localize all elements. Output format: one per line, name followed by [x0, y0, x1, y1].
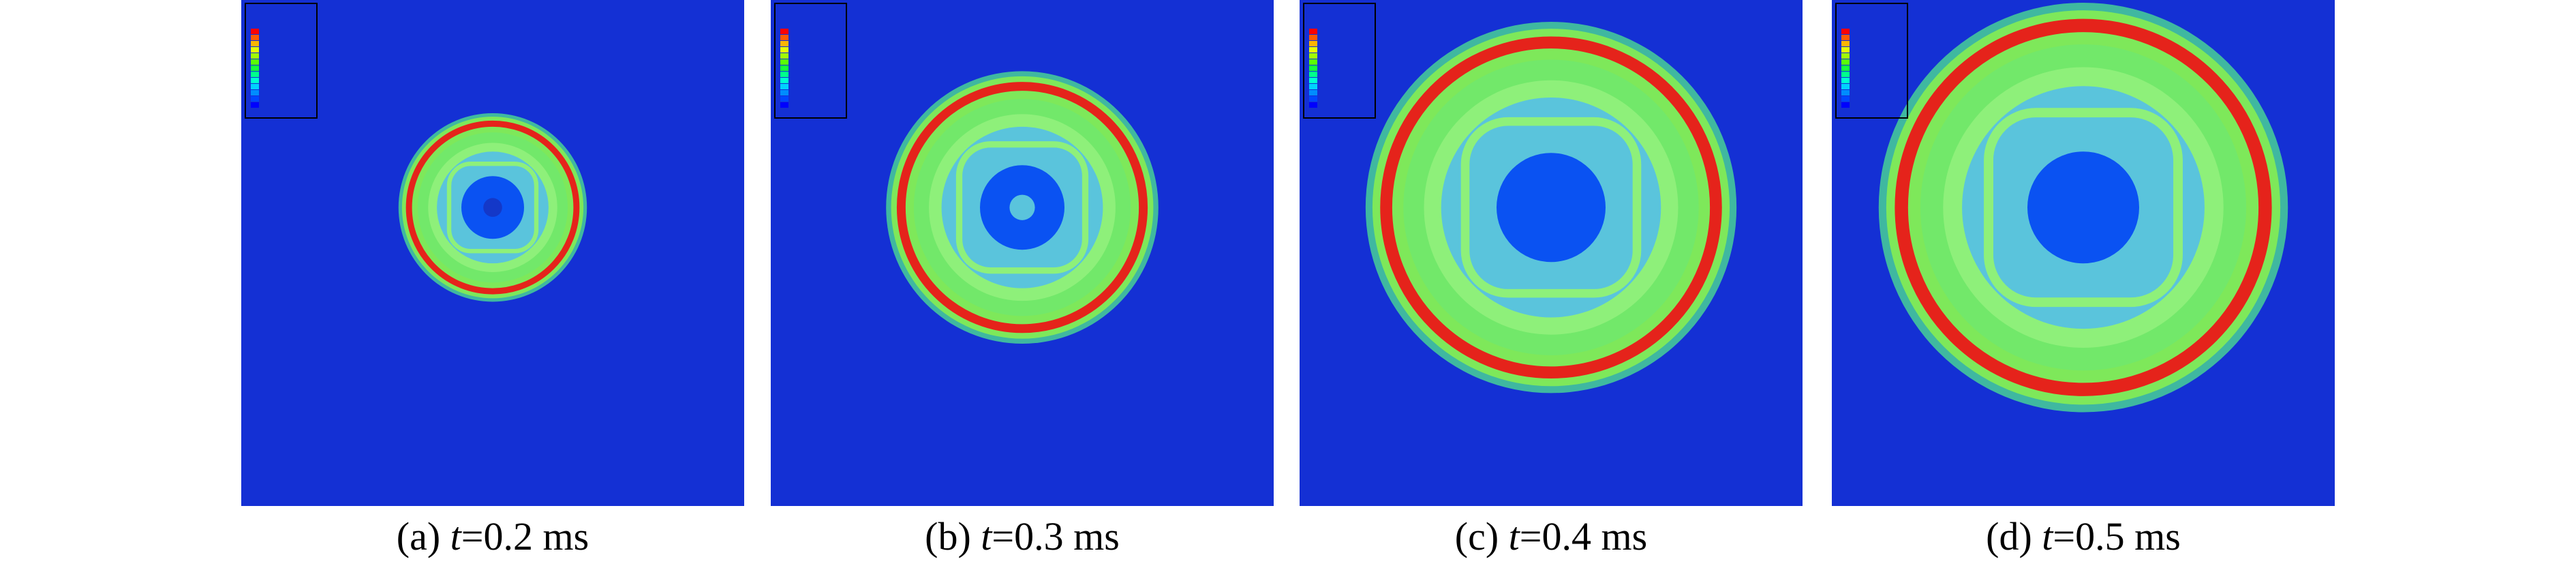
red-ring: [405, 120, 580, 295]
panel: [241, 0, 744, 506]
legend-swatch: [1309, 78, 1317, 83]
legend-swatch: [1309, 65, 1317, 71]
legend-swatch: [780, 78, 788, 83]
caption-variable: t: [981, 514, 993, 558]
legend-swatch: [1309, 29, 1317, 34]
legend-swatch: [780, 72, 788, 77]
red-ring: [896, 82, 1148, 333]
legend-swatch: [1841, 96, 1850, 102]
legend-swatch: [1841, 47, 1850, 53]
legend-swatch: [780, 41, 788, 46]
legend-swatch: [1309, 47, 1317, 53]
legend-swatch: [251, 78, 259, 83]
legend-swatch: [1841, 84, 1850, 89]
panel: [1832, 0, 2335, 506]
legend-box: [774, 3, 847, 119]
inner-blob: [2027, 151, 2139, 264]
legend-swatch: [1309, 59, 1317, 65]
diamond-ring: [446, 162, 539, 254]
legend-swatch: [251, 72, 259, 77]
caption-label: (c): [1455, 514, 1499, 558]
legend-swatch: [1841, 90, 1850, 95]
legend-swatch: [251, 102, 259, 108]
legend-swatch: [1841, 65, 1850, 71]
caption: (a) t=0.2 ms: [397, 514, 589, 558]
caption-value: =0.2 ms: [461, 514, 589, 558]
panel: [1300, 0, 1803, 506]
legend-swatch: [1309, 41, 1317, 46]
legend-swatch: [251, 96, 259, 102]
legend-swatch: [780, 29, 788, 34]
legend-swatch: [1841, 78, 1850, 83]
caption-variable: t: [2042, 514, 2054, 558]
legend-swatch: [1309, 35, 1317, 40]
caption: (d) t=0.5 ms: [1986, 514, 2181, 558]
legend-swatch: [780, 96, 788, 102]
caption-label: (d): [1986, 514, 2032, 558]
legend-swatch: [780, 90, 788, 95]
caption-value: =0.3 ms: [992, 514, 1119, 558]
center-spot: [483, 198, 502, 218]
legend-swatch: [251, 53, 259, 59]
legend-swatch: [780, 35, 788, 40]
caption: (b) t=0.3 ms: [925, 514, 1120, 558]
legend-swatch: [1841, 35, 1850, 40]
caption-label: (b): [925, 514, 971, 558]
legend-swatch: [251, 90, 259, 95]
legend-swatch: [780, 59, 788, 65]
legend-swatch: [1309, 96, 1317, 102]
caption-variable: t: [450, 514, 463, 558]
legend-swatch: [780, 102, 788, 108]
legend-box: [1303, 3, 1376, 119]
legend-swatch: [780, 65, 788, 71]
legend-swatch: [251, 59, 259, 65]
inner-blob: [1497, 153, 1606, 263]
legend-swatch: [1309, 102, 1317, 108]
legend-box: [245, 3, 318, 119]
red-ring: [1895, 18, 2272, 396]
legend-box: [1835, 3, 1908, 119]
legend-swatch: [251, 35, 259, 40]
legend-swatch: [1841, 59, 1850, 65]
legend-swatch: [780, 47, 788, 53]
diamond-ring: [1984, 108, 2183, 308]
legend-swatch: [1309, 53, 1317, 59]
legend-swatch: [1841, 72, 1850, 77]
legend-swatch: [780, 53, 788, 59]
legend-swatch: [251, 29, 259, 34]
legend-swatch: [251, 47, 259, 53]
diamond-ring: [1460, 117, 1642, 298]
legend-swatch: [1841, 29, 1850, 34]
legend-swatch: [1841, 102, 1850, 108]
legend-swatch: [1841, 53, 1850, 59]
panel: [771, 0, 1274, 506]
caption-value: =0.4 ms: [1520, 514, 1647, 558]
caption-variable: t: [1509, 514, 1521, 558]
legend-swatch: [251, 65, 259, 71]
legend-swatch: [1309, 90, 1317, 95]
legend-swatch: [1309, 84, 1317, 89]
legend-swatch: [251, 84, 259, 89]
caption-value: =0.5 ms: [2053, 514, 2180, 558]
legend-swatch: [1309, 72, 1317, 77]
center-spot: [1009, 194, 1035, 220]
legend-swatch: [780, 84, 788, 89]
legend-swatch: [251, 41, 259, 46]
legend-swatch: [1841, 41, 1850, 46]
caption-label: (a): [397, 514, 440, 558]
diamond-ring: [955, 141, 1089, 274]
red-ring: [1380, 36, 1722, 378]
caption: (c) t=0.4 ms: [1455, 514, 1647, 558]
